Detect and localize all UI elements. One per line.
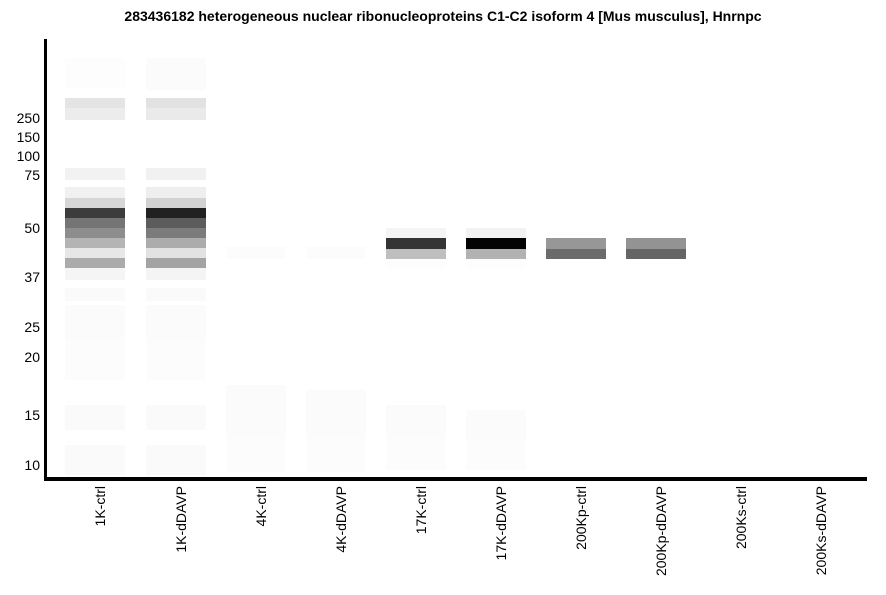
gel-band	[65, 58, 125, 88]
gel-band	[146, 238, 206, 248]
gel-band	[65, 168, 125, 180]
gel-band	[146, 405, 206, 430]
gel-band	[466, 259, 526, 269]
gel-band	[65, 108, 125, 120]
x-axis-lane-label: 4K-dDAVP	[333, 486, 349, 553]
gel-lane	[386, 0, 446, 482]
gel-band	[306, 390, 366, 437]
gel-band	[146, 248, 206, 258]
gel-band	[65, 238, 125, 248]
gel-band	[146, 340, 206, 380]
gel-lane	[226, 0, 286, 482]
gel-band	[466, 410, 526, 440]
gel-lane	[65, 0, 125, 482]
x-axis-line	[44, 477, 867, 481]
x-axis-lane-label: 17K-dDAVP	[493, 486, 509, 561]
gel-band	[65, 198, 125, 208]
gel-lane	[466, 0, 526, 482]
gel-band	[466, 249, 526, 259]
gel-band	[306, 247, 366, 259]
gel-band	[466, 440, 526, 470]
y-axis-tick-label: 20	[24, 349, 40, 365]
gel-band	[65, 258, 125, 268]
gel-band	[226, 437, 286, 472]
gel-band	[466, 228, 526, 238]
gel-band	[146, 445, 206, 475]
gel-band	[65, 288, 125, 301]
gel-band	[146, 218, 206, 228]
gel-band	[626, 249, 686, 259]
gel-lane	[306, 0, 366, 482]
x-axis-lane-label: 1K-dDAVP	[173, 486, 189, 553]
gel-band	[386, 259, 446, 269]
gel-band	[146, 98, 206, 108]
gel-lane	[146, 0, 206, 482]
x-axis-lane-label: 200Kp-ctrl	[573, 486, 589, 550]
gel-band	[65, 248, 125, 258]
gel-band	[386, 249, 446, 259]
y-axis-tick-label: 250	[16, 110, 40, 126]
gel-band	[146, 198, 206, 208]
gel-band	[146, 108, 206, 120]
x-axis-lane-label: 200Ks-dDAVP	[813, 486, 829, 576]
x-axis-lane-label: 4K-ctrl	[253, 486, 269, 527]
gel-band	[226, 385, 286, 437]
gel-lane	[546, 0, 606, 482]
gel-band	[65, 228, 125, 238]
gel-band	[146, 168, 206, 180]
gel-band	[386, 405, 446, 437]
y-axis-tick-label: 75	[24, 167, 40, 183]
gel-band	[65, 268, 125, 280]
gel-band	[65, 218, 125, 228]
y-axis-tick-label: 150	[16, 129, 40, 145]
y-axis-tick-label: 15	[24, 407, 40, 423]
gel-band	[546, 249, 606, 259]
gel-band	[386, 228, 446, 238]
gel-band	[386, 437, 446, 470]
gel-band	[146, 58, 206, 90]
gel-band	[146, 305, 206, 340]
gel-band	[65, 305, 125, 340]
gel-band	[386, 238, 446, 249]
gel-band	[146, 187, 206, 198]
y-axis-tick-label: 50	[24, 220, 40, 236]
y-axis-tick-label: 25	[24, 319, 40, 335]
gel-band	[65, 405, 125, 430]
gel-band	[306, 437, 366, 472]
x-axis-lane-label: 200Ks-ctrl	[733, 486, 749, 550]
x-axis-lane-label: 17K-ctrl	[413, 486, 429, 535]
gel-band	[65, 208, 125, 218]
gel-band	[466, 238, 526, 249]
gel-band	[65, 445, 125, 475]
gel-band	[65, 187, 125, 198]
gel-band	[146, 288, 206, 301]
gel-band	[65, 98, 125, 108]
gel-band	[546, 238, 606, 249]
gel-band	[146, 228, 206, 238]
figure-title: 283436182 heterogeneous nuclear ribonucl…	[124, 8, 762, 24]
gel-lane	[626, 0, 686, 482]
x-axis-lane-label: 200Kp-dDAVP	[653, 486, 669, 577]
y-axis-line	[44, 39, 47, 481]
y-axis-tick-label: 10	[24, 457, 40, 473]
gel-band	[146, 208, 206, 218]
gel-band	[226, 247, 286, 259]
gel-band	[146, 268, 206, 280]
x-axis-lane-label: 1K-ctrl	[92, 486, 108, 527]
gel-band	[65, 340, 125, 380]
gel-band	[146, 258, 206, 268]
gel-band	[626, 238, 686, 249]
y-axis-tick-label: 100	[16, 148, 40, 164]
gel-lane	[786, 0, 846, 482]
gel-lane	[706, 0, 766, 482]
y-axis-tick-label: 37	[24, 269, 40, 285]
